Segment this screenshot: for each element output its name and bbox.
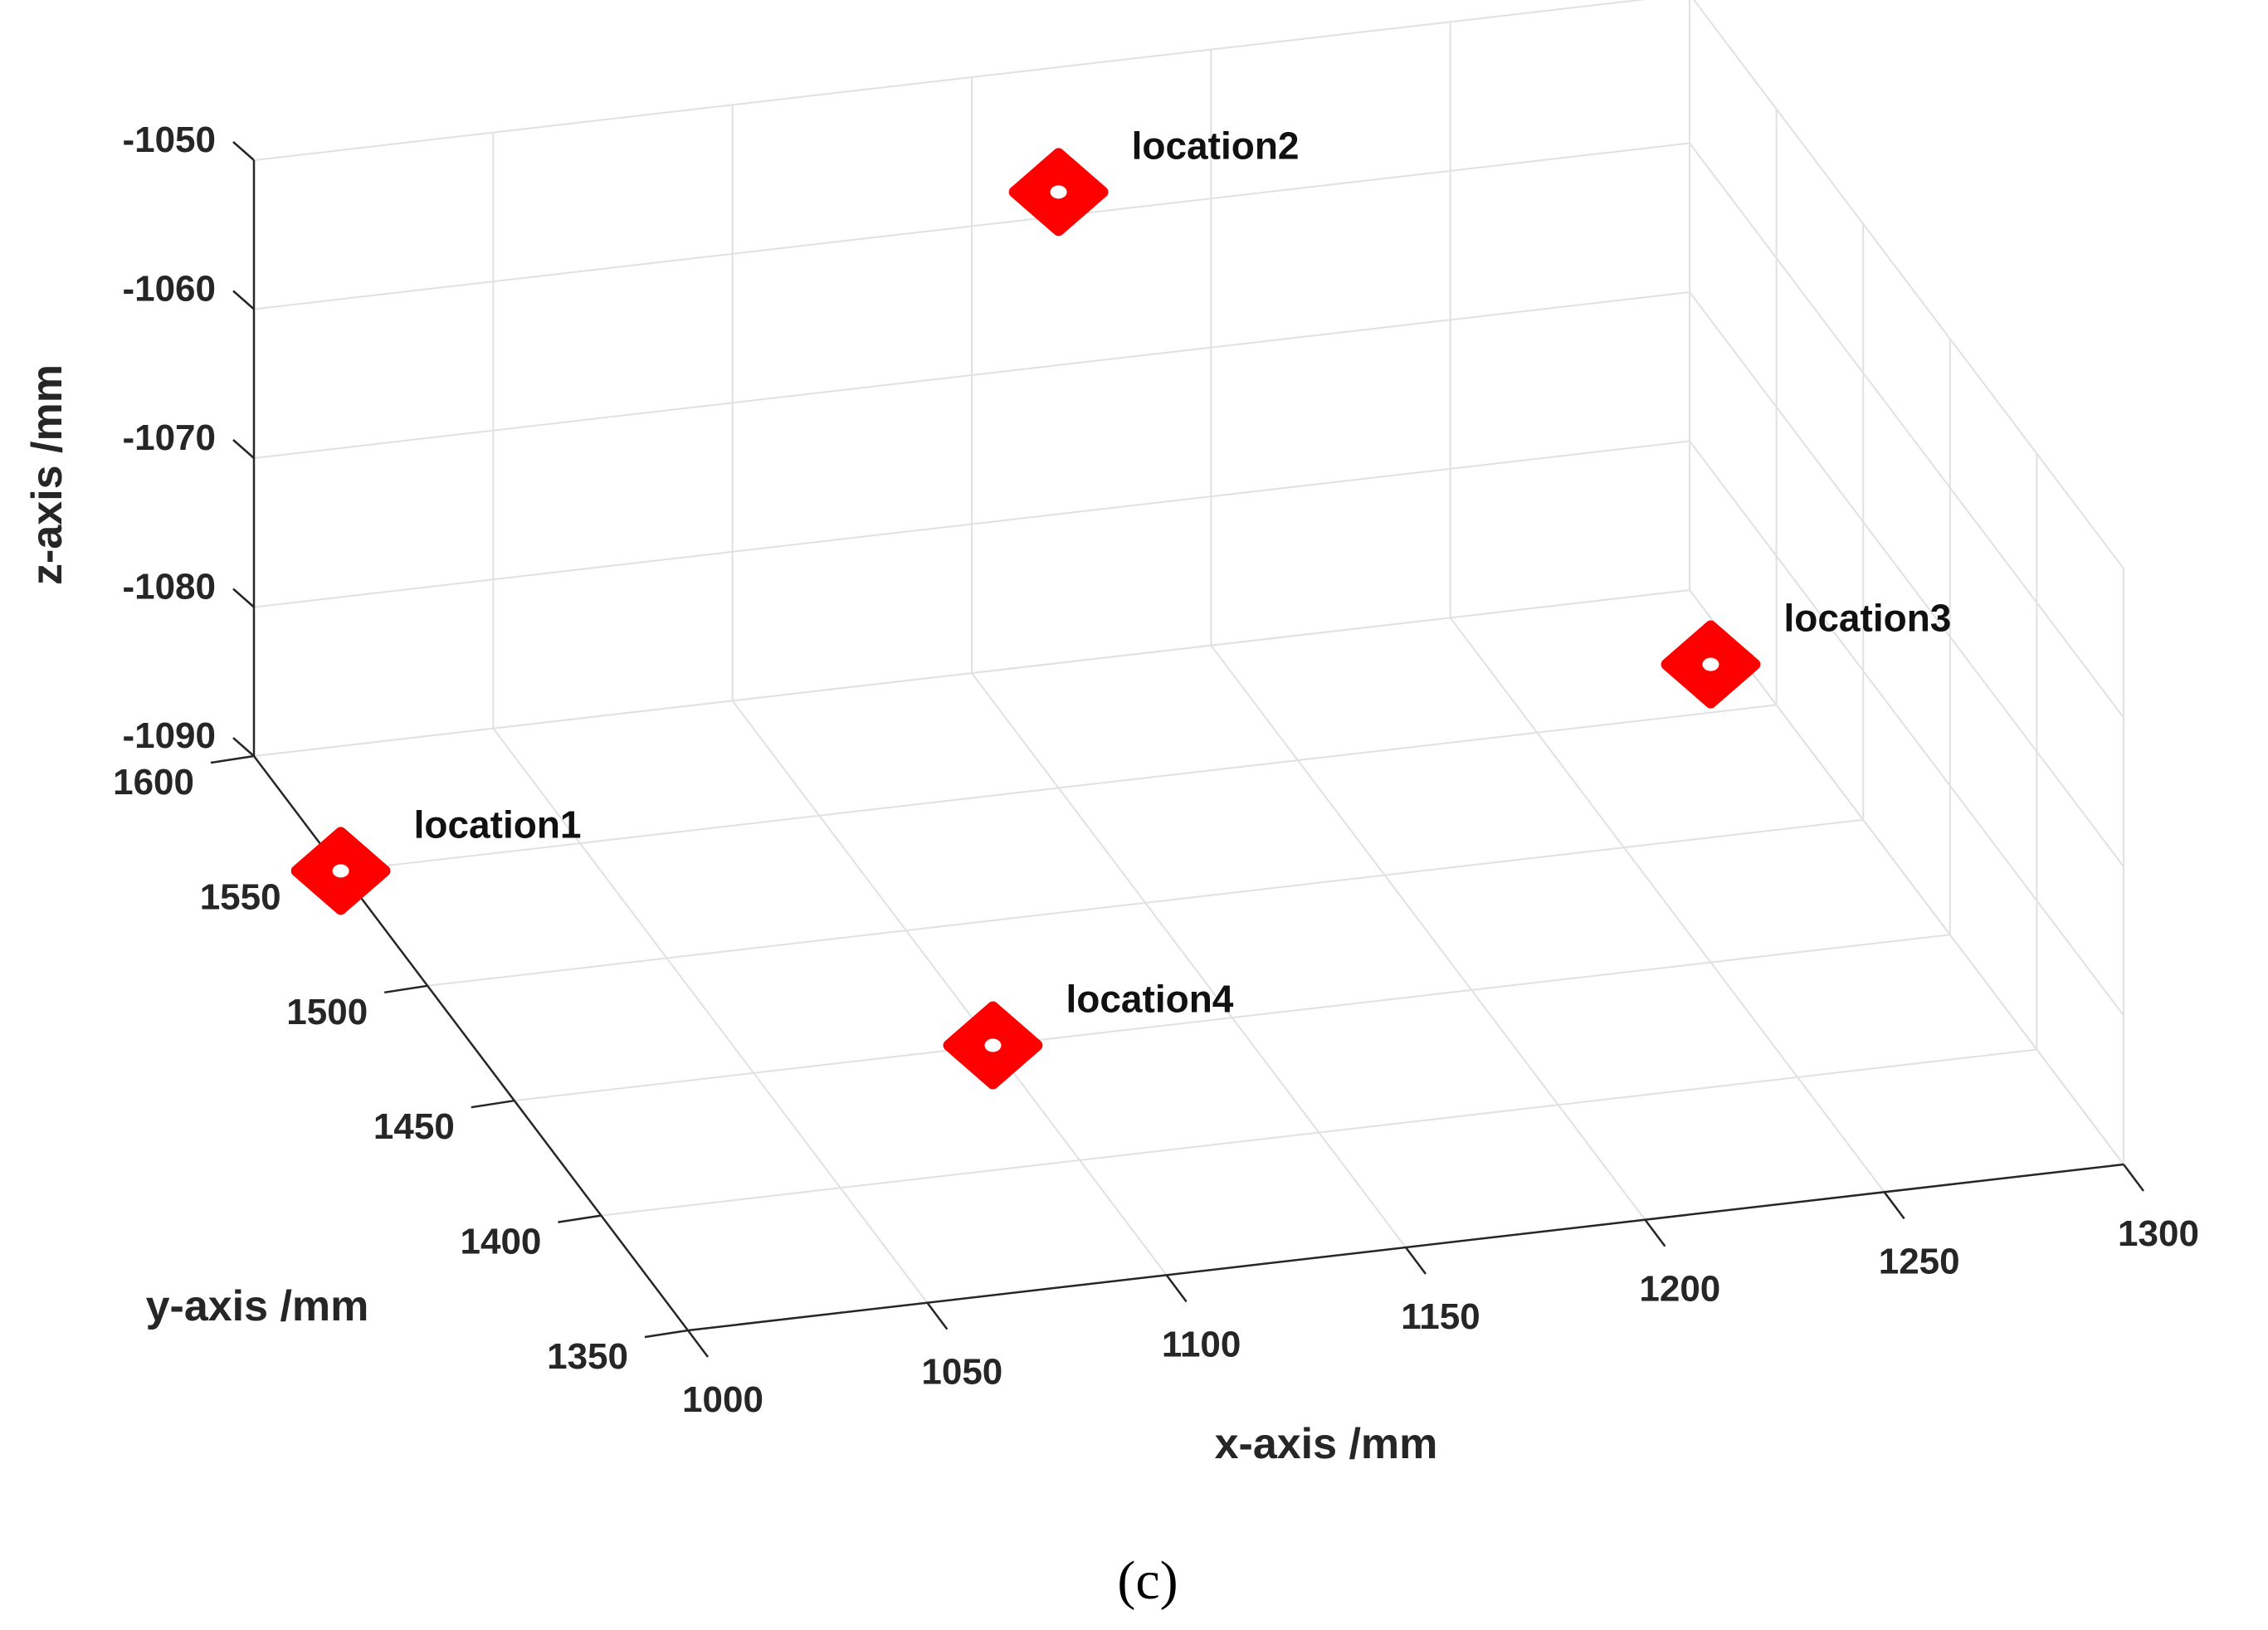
data-point: location1 — [290, 803, 582, 915]
z-tick-mark — [232, 737, 255, 757]
x-tick-label: 1000 — [682, 1379, 763, 1420]
floor-gridline-x — [492, 728, 929, 1304]
back-wall-gridline-z — [253, 589, 1690, 757]
data-point: location2 — [1008, 124, 1300, 237]
y-tick-mark — [471, 1099, 515, 1109]
y-axis-label: y-axis /mm — [146, 1282, 369, 1330]
z-tick-mark — [232, 588, 255, 608]
x-tick-mark — [687, 1330, 709, 1358]
point-marker-center — [1702, 657, 1719, 671]
side-wall-gridline-z — [1689, 291, 2124, 867]
axes — [210, 141, 2144, 1358]
x-tick-label: 1200 — [1639, 1269, 1720, 1310]
back-wall-gridline-z — [253, 440, 1690, 608]
point-label: location3 — [1783, 597, 1951, 640]
x-tick-mark — [1644, 1218, 1666, 1247]
z-tick-label: -1070 — [122, 417, 216, 458]
x-tick-label: 1100 — [1162, 1324, 1241, 1364]
x-tick-mark — [1165, 1274, 1188, 1303]
side-wall-gridline-z — [1689, 440, 2124, 1017]
x-tick-label: 1250 — [1879, 1241, 1960, 1281]
floor-gridline-y — [340, 704, 1777, 872]
floor-gridline-y — [601, 1048, 2037, 1217]
y-tick-label: 1500 — [286, 992, 368, 1032]
floor-gridline-x — [731, 700, 1168, 1276]
point-marker-center — [332, 864, 349, 878]
z-tick-mark — [232, 290, 255, 310]
grid-lines — [253, 0, 2124, 1331]
y-tick-mark — [210, 754, 255, 764]
z-axis-label: z-axis /mm — [23, 364, 71, 585]
y-tick-label: 1450 — [373, 1106, 455, 1147]
y-tick-label: 1350 — [547, 1336, 628, 1377]
y-tick-mark — [558, 1214, 602, 1223]
tick-labels: 1000 1050 1100 1150 1200 1250 1300 1350 1400 1450… — [113, 120, 2199, 1420]
point-label: location2 — [1132, 124, 1300, 167]
z-tick-mark — [232, 141, 255, 161]
point-marker-center — [984, 1038, 1002, 1052]
x-tick-label: 1050 — [921, 1352, 1002, 1393]
floor-gridline-x — [1449, 617, 1885, 1193]
data-points: location1 location2 location3 location4 — [290, 124, 1951, 1090]
x-tick-mark — [1883, 1191, 1905, 1220]
x-tick-mark — [926, 1301, 949, 1330]
x-axis-label: x-axis /mm — [1215, 1420, 1438, 1468]
z-tick-label: -1090 — [122, 715, 216, 756]
z-tick-label: -1080 — [122, 567, 216, 608]
floor-gridline-x — [971, 672, 1407, 1248]
x-tick-mark — [1405, 1247, 1427, 1275]
y-tick-label: 1550 — [200, 876, 281, 917]
z-tick-label: -1050 — [122, 120, 216, 160]
y-tick-label: 1600 — [113, 762, 194, 803]
side-wall-gridline-z — [1689, 142, 2124, 719]
point-marker-center — [1050, 185, 1067, 199]
point-label: location1 — [414, 803, 582, 846]
x-tick-mark — [2123, 1164, 2144, 1192]
x-tick-label: 1300 — [2118, 1213, 2199, 1254]
y-tick-mark — [644, 1329, 689, 1339]
point-label: location4 — [1066, 978, 1233, 1021]
y-tick-label: 1400 — [461, 1222, 542, 1262]
data-point: location4 — [943, 978, 1234, 1090]
floor-gridline-y — [427, 818, 1864, 987]
x-tick-label: 1150 — [1401, 1296, 1480, 1337]
floor-gridline-y — [514, 934, 1950, 1102]
data-point: location3 — [1661, 597, 1951, 709]
back-wall-gridline-z — [253, 142, 1690, 310]
back-wall-gridline-z — [253, 291, 1690, 459]
figure-caption: (c) — [1117, 1550, 1178, 1611]
y-tick-mark — [384, 984, 428, 994]
back-wall-gridline-z — [253, 0, 1647, 161]
side-wall-gridline-z — [1693, 0, 2124, 569]
z-tick-mark — [232, 439, 255, 459]
side-wall-gridline-z — [1689, 589, 2124, 1165]
z-tick-label: -1060 — [122, 269, 216, 310]
floor-gridline-x — [1210, 645, 1646, 1221]
